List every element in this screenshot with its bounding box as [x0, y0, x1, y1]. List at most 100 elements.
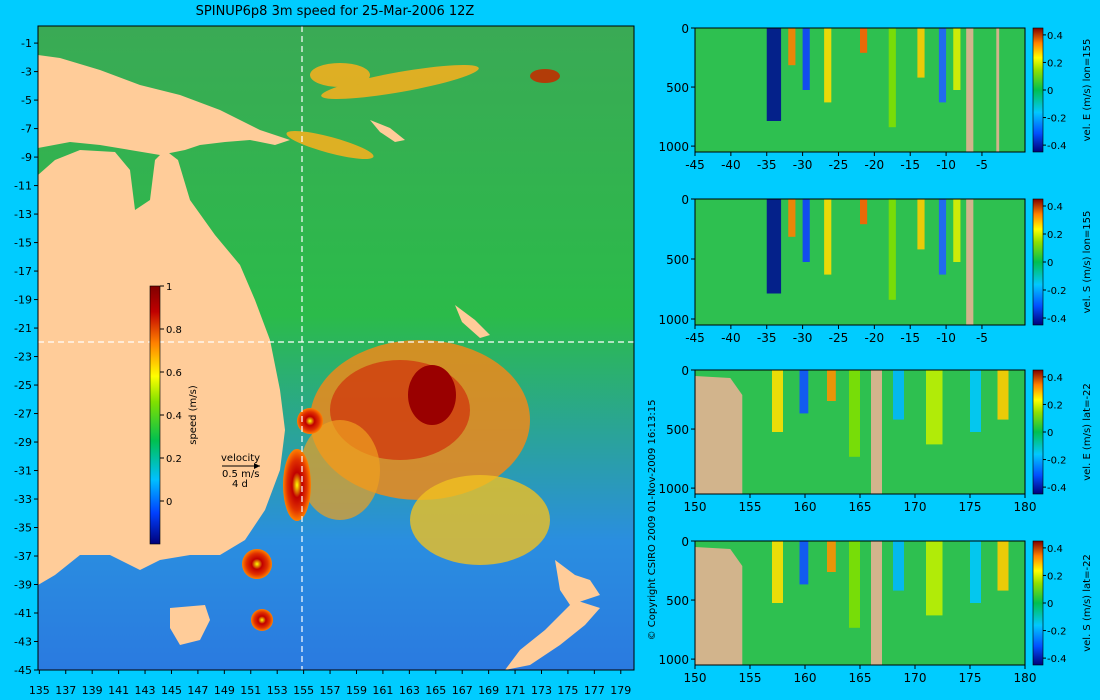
- high-speed-zone: [300, 340, 550, 565]
- section-colorbar-label: vel. S (m/s) lat=-22: [1082, 554, 1093, 652]
- section-colorbar-tick-label: -0.2: [1047, 456, 1067, 467]
- map-x-tick-label: 171: [505, 684, 526, 697]
- map-y-tick-label: -9: [21, 151, 32, 164]
- section-colorbar-tick-label: -0.2: [1047, 114, 1067, 125]
- map-y-tick-label: -1: [21, 37, 32, 50]
- section-colorbar-tick-label: 0.4: [1047, 202, 1063, 213]
- section-colorbar-tick-label: 0.4: [1047, 544, 1063, 555]
- section-frame: [694, 198, 1026, 326]
- solomon-islands: [370, 120, 405, 142]
- new-zealand-north: [555, 560, 600, 605]
- velocity-band: [824, 28, 832, 103]
- map-x-tick-label: 179: [610, 684, 631, 697]
- velocity-band: [893, 541, 904, 591]
- section-colorbar-tick-label: -0.2: [1047, 286, 1067, 297]
- section-y-tick-label: 500: [666, 594, 689, 608]
- new-zealand-south: [505, 600, 600, 670]
- map-y-tick-label: -13: [14, 208, 32, 221]
- speed-colorbar-ticks: 0 0.2 0.4 0.6 0.8 1: [160, 282, 182, 508]
- velocity-band: [827, 541, 836, 572]
- section-colorbar-tick-label: 0: [1047, 599, 1053, 610]
- map-x-tick-label: 153: [267, 684, 288, 697]
- section-panel-4: 150 155 160 165 170 175 180 0 500 1000 -0.4 -0.2 0 0.…: [658, 535, 1093, 685]
- map-y-tick-label: -29: [14, 436, 32, 449]
- map-y-tick-label: -7: [21, 123, 32, 136]
- map-x-tick-label: 169: [478, 684, 499, 697]
- section-x-tick-label: 155: [739, 671, 762, 685]
- section-panels: -45 -40 -35 -30 -25 -20 -15 -10 -5 0 500 1000 -0.4 -0…: [658, 22, 1093, 685]
- map-y-tick-label: -27: [14, 408, 32, 421]
- velocity-band: [772, 541, 783, 603]
- velocity-key-duration: 4 d: [232, 479, 248, 490]
- velocity-key-title: velocity: [221, 453, 260, 464]
- map-title: SPINUP6p8 3m speed for 25-Mar-2006 12Z: [196, 4, 475, 19]
- velocity-band: [997, 370, 1009, 420]
- section-x-tick-label: 165: [849, 671, 872, 685]
- map-y-tick-label: -15: [14, 237, 32, 250]
- map-x-tick-label: 137: [55, 684, 76, 697]
- speed-colorbar-tick-label: 0.4: [166, 411, 182, 422]
- velocity-band: [970, 541, 981, 603]
- section-x-tick-label: -45: [685, 158, 705, 172]
- velocity-band: [802, 28, 810, 90]
- map-x-tick-label: 143: [135, 684, 156, 697]
- section-x-tick-label: 150: [684, 671, 707, 685]
- section-colorbar-tick-label: 0.2: [1047, 400, 1063, 411]
- map-x-tick-label: 161: [372, 684, 393, 697]
- section-x-tick-label: -45: [685, 331, 705, 345]
- section-colorbar-tick-label: -0.2: [1047, 627, 1067, 638]
- velocity-band: [917, 28, 925, 78]
- section-x-tick-label: -40: [721, 331, 741, 345]
- section-x-tick-label: -30: [793, 158, 813, 172]
- map-x-tick-label: 151: [240, 684, 261, 697]
- section-x-tick-label: -20: [865, 158, 885, 172]
- section-colorbar-label: vel. E (m/s) lat=-22: [1082, 383, 1093, 481]
- section-x-tick-label: 160: [794, 500, 817, 514]
- section-y-tick-label: 0: [681, 193, 689, 207]
- section-x-tick-label: -15: [900, 331, 920, 345]
- map-y-tick-label: -21: [14, 322, 32, 335]
- map-x-tick-label: 155: [293, 684, 314, 697]
- section-colorbar-tick-label: -0.4: [1047, 483, 1067, 494]
- section-x-tick-label: 150: [684, 500, 707, 514]
- new-caledonia: [455, 305, 490, 338]
- map-y-tick-label: -17: [14, 265, 32, 278]
- map-x-tick-label: 135: [29, 684, 50, 697]
- section-colorbar-tick-label: 0: [1047, 258, 1053, 269]
- velocity-band: [860, 199, 868, 225]
- map-x-tick-label: 159: [346, 684, 367, 697]
- section-x-tick-label: -10: [936, 158, 956, 172]
- australia: [38, 150, 285, 585]
- speed-colorbar-tick-label: 0.2: [166, 454, 182, 465]
- map-y-tick-label: -39: [14, 579, 32, 592]
- section-colorbar-tick-label: -0.4: [1047, 141, 1067, 152]
- velocity-band: [926, 541, 943, 616]
- map-y-tick-label: -19: [14, 294, 32, 307]
- velocity-band: [970, 370, 981, 432]
- section-frame: [694, 27, 1026, 153]
- map-y-axis: -1 -3 -5 -7 -9 -11 -13 -15 -17 -19 -21 -23 -25 -27 -29…: [14, 37, 38, 677]
- map-frame: [37, 25, 635, 671]
- velocity-key-arrowhead: [254, 463, 260, 469]
- section-y-tick-label: 500: [666, 253, 689, 267]
- section-y-tick-label: 500: [666, 81, 689, 95]
- velocity-band: [827, 370, 836, 401]
- section-x-tick-label: 170: [904, 671, 927, 685]
- section-x-tick-label: -15: [900, 158, 920, 172]
- section-y-tick-label: 1000: [658, 313, 689, 327]
- velocity-band: [953, 199, 961, 262]
- section-x-tick-label: 165: [849, 500, 872, 514]
- eddy-north-27: [297, 408, 323, 434]
- section-land: [871, 541, 882, 665]
- map-x-tick-label: 177: [584, 684, 605, 697]
- velocity-key-speed: 0.5 m/s: [222, 469, 259, 480]
- section-colorbar-tick-label: 0.2: [1047, 230, 1063, 241]
- section-x-tick-label: -5: [976, 158, 988, 172]
- section-land: [695, 547, 743, 665]
- northern-jets: [286, 63, 560, 159]
- velocity-band: [888, 199, 896, 300]
- velocity-band: [860, 28, 868, 53]
- velocity-band: [802, 199, 810, 262]
- copyright-text: © Copyright CSIRO 2009 01-Nov-2009 16:13…: [647, 400, 658, 641]
- section-x-tick-label: -5: [976, 331, 988, 345]
